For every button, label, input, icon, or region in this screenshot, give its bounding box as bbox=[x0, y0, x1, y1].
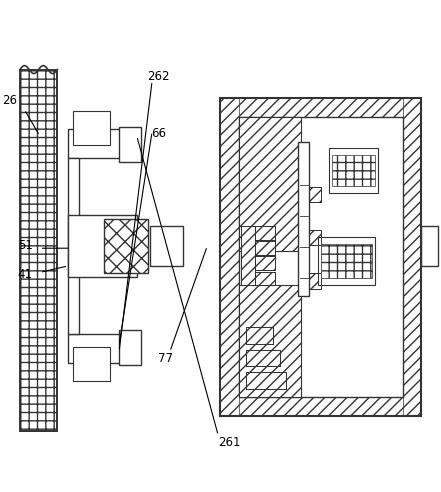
Bar bbox=[255, 241, 275, 255]
Bar bbox=[119, 127, 141, 162]
Bar bbox=[255, 256, 275, 270]
Bar bbox=[220, 397, 421, 416]
Bar bbox=[310, 187, 321, 202]
Text: 51: 51 bbox=[18, 240, 33, 252]
Bar bbox=[104, 218, 148, 274]
Bar bbox=[310, 230, 321, 246]
Bar bbox=[150, 226, 183, 266]
Bar bbox=[246, 350, 280, 367]
Bar bbox=[104, 218, 148, 274]
Bar bbox=[20, 69, 57, 431]
Bar bbox=[68, 129, 139, 158]
Bar bbox=[220, 98, 421, 117]
Bar bbox=[73, 347, 110, 380]
Bar bbox=[246, 372, 287, 389]
Bar bbox=[310, 273, 321, 289]
Bar bbox=[310, 273, 321, 289]
Bar bbox=[239, 117, 403, 397]
Bar bbox=[20, 69, 57, 431]
Bar bbox=[255, 272, 275, 285]
Bar bbox=[298, 142, 310, 296]
Bar bbox=[255, 256, 275, 270]
Bar bbox=[68, 334, 139, 363]
Bar bbox=[241, 226, 255, 285]
Bar bbox=[255, 226, 275, 240]
Bar bbox=[329, 148, 378, 192]
Bar bbox=[332, 154, 375, 185]
Bar bbox=[68, 215, 137, 277]
Bar bbox=[246, 327, 273, 344]
Text: 77: 77 bbox=[158, 352, 173, 365]
Bar bbox=[246, 372, 287, 389]
Bar bbox=[318, 238, 375, 285]
Bar bbox=[239, 285, 301, 397]
Bar bbox=[255, 272, 275, 285]
Bar bbox=[421, 226, 438, 266]
Bar bbox=[255, 226, 275, 240]
Bar bbox=[239, 285, 301, 397]
Bar bbox=[239, 117, 301, 251]
Bar bbox=[119, 330, 141, 365]
Bar bbox=[246, 350, 280, 367]
Text: 41: 41 bbox=[18, 268, 33, 281]
Bar bbox=[310, 187, 321, 202]
Bar bbox=[403, 98, 421, 416]
Text: 26: 26 bbox=[2, 94, 17, 107]
Bar bbox=[220, 98, 421, 416]
Bar bbox=[241, 226, 255, 285]
Text: 262: 262 bbox=[147, 70, 170, 83]
Bar bbox=[239, 117, 301, 251]
Bar bbox=[220, 98, 239, 416]
Text: 66: 66 bbox=[151, 127, 166, 140]
Bar bbox=[310, 230, 321, 246]
Bar bbox=[321, 245, 372, 278]
Bar bbox=[68, 158, 79, 334]
Bar bbox=[246, 327, 273, 344]
Bar bbox=[255, 241, 275, 255]
Bar bbox=[73, 112, 110, 145]
Text: 261: 261 bbox=[218, 436, 241, 449]
